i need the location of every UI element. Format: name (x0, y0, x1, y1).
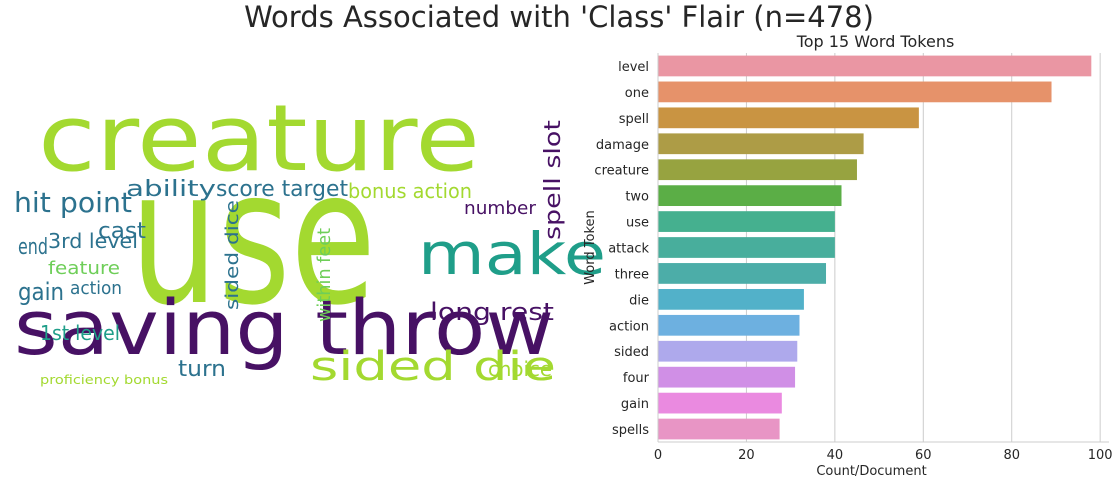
y-tick-label: two (625, 190, 649, 205)
bar (658, 263, 827, 284)
x-tick-label: 100 (1088, 448, 1113, 463)
y-tick-label: creature (594, 164, 649, 179)
figure-title: Words Associated with 'Class' Flair (n=4… (244, 0, 874, 34)
cloud-word: hit point (14, 186, 132, 219)
y-tick-label: die (629, 293, 649, 308)
y-tick-label: gain (621, 397, 649, 412)
bar (658, 366, 796, 388)
bar (658, 159, 857, 181)
cloud-word: action (70, 278, 122, 299)
chart-title: Top 15 Word Tokens (796, 32, 955, 51)
cloud-word: 1st level (40, 321, 120, 345)
y-tick-label: sided (614, 345, 649, 360)
x-axis-label: Count/Document (816, 464, 926, 479)
cloud-word: within feet (314, 228, 335, 322)
cloud-word: end (18, 235, 48, 260)
cloud-word: ability (126, 177, 216, 202)
y-tick-label: one (625, 86, 649, 101)
cloud-word: sided dice (222, 200, 243, 310)
cloud-word: 3rd level (48, 229, 138, 253)
x-tick-label: 60 (915, 448, 932, 463)
y-axis-label: Word Token (583, 210, 598, 285)
bar (658, 107, 919, 129)
cloud-word: number (464, 198, 537, 219)
cloud-word: saving throw (14, 283, 554, 372)
x-tick-label: 40 (827, 448, 844, 463)
cloud-word: use (130, 129, 376, 346)
y-tick-label: level (618, 60, 649, 75)
cloud-word: turn (178, 357, 226, 382)
y-tick-label: attack (608, 242, 649, 257)
x-tick-label: 20 (738, 448, 755, 463)
cloud-word: make (418, 220, 606, 288)
y-tick-label: use (626, 216, 649, 231)
bar (658, 340, 798, 362)
bar (658, 55, 1092, 77)
cloud-word: long rest (430, 298, 554, 326)
cloud-word: choice (488, 357, 552, 381)
y-tick-label: damage (596, 138, 649, 153)
bar (658, 211, 835, 232)
cloud-word: gain (18, 278, 64, 306)
y-tick-label: four (623, 371, 650, 386)
x-tick-label: 0 (654, 448, 662, 463)
cloud-word: score target (216, 177, 348, 202)
bar (658, 237, 835, 258)
cloud-word: creature (38, 85, 480, 192)
cloud-word: bonus action (348, 179, 472, 203)
bar (658, 81, 1052, 103)
bar (658, 288, 804, 310)
y-tick-label: spells (612, 423, 649, 438)
cloud-word: feature (48, 258, 120, 279)
bar (658, 185, 842, 207)
bar (658, 133, 864, 155)
bar (658, 392, 782, 414)
cloud-word: cast (98, 219, 146, 244)
y-tick-label: action (609, 319, 649, 334)
y-tick-label: spell (619, 112, 649, 127)
x-tick-label: 80 (1003, 448, 1020, 463)
bar (658, 418, 780, 440)
bar (658, 314, 800, 336)
y-tick-label: three (615, 267, 649, 282)
cloud-word: sided die (310, 344, 556, 390)
cloud-word: proficiency bonus (40, 373, 168, 387)
cloud-word: spell slot (541, 120, 566, 240)
